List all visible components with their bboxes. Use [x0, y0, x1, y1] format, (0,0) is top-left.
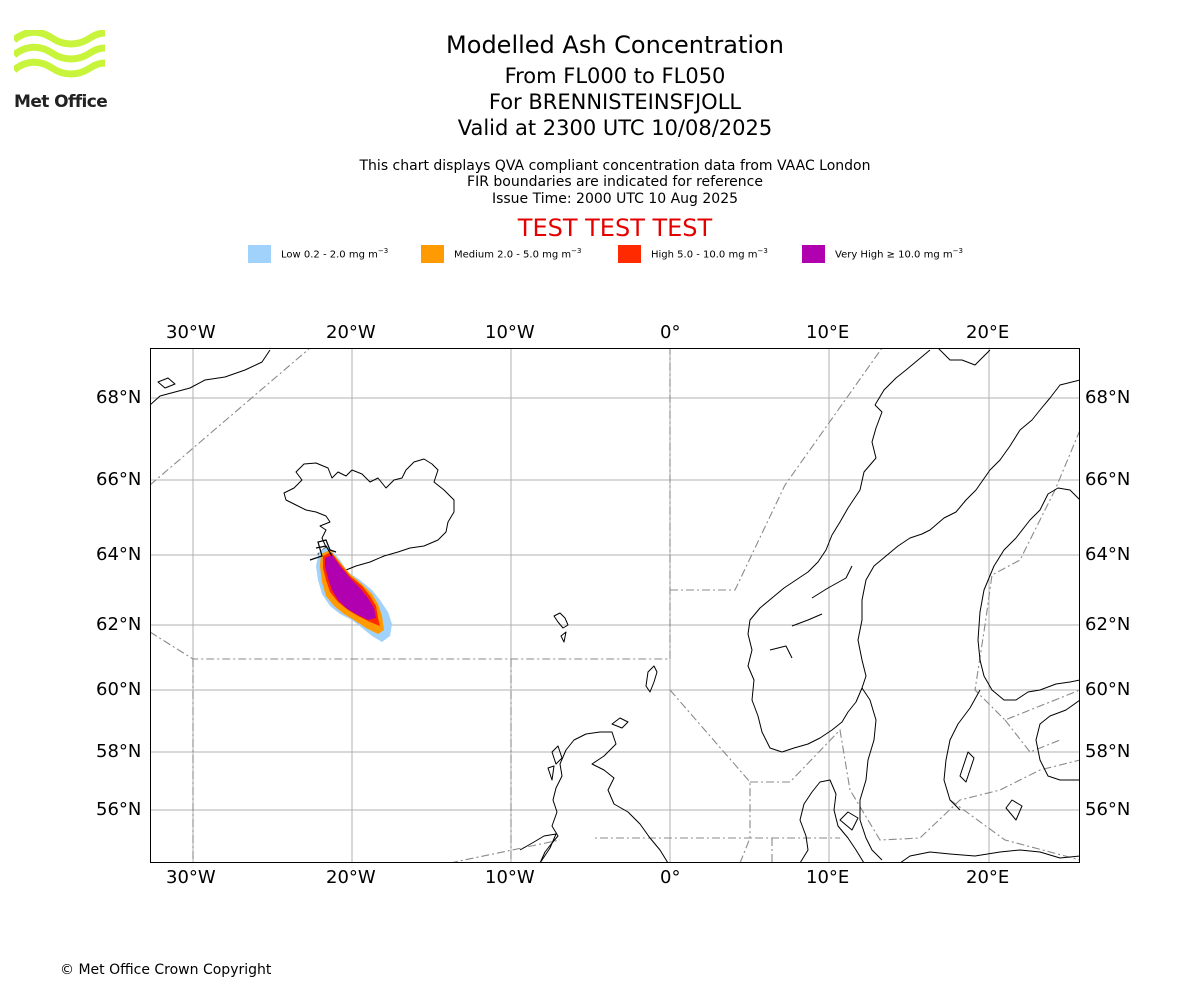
lat-label: 56°N [1085, 799, 1131, 820]
lat-label: 58°N [1085, 741, 1131, 762]
graticule [150, 348, 1080, 863]
legend-label: High 5.0 - 10.0 mg m−3 [651, 247, 768, 261]
coastlines [150, 348, 1080, 863]
lat-label: 68°N [1085, 387, 1131, 408]
lon-label: 30°W [166, 322, 216, 343]
legend-swatch [802, 245, 825, 263]
lat-label: 68°N [96, 387, 142, 408]
lat-label: 62°N [1085, 614, 1131, 635]
lat-label: 64°N [96, 544, 142, 565]
legend-item-very-high: Very High ≥ 10.0 mg m−3 [802, 244, 963, 264]
lat-label: 58°N [96, 741, 142, 762]
lon-label: 0° [660, 322, 681, 343]
lat-label: 66°N [96, 469, 142, 490]
lat-label: 60°N [1085, 679, 1131, 700]
lon-label: 20°W [326, 867, 376, 888]
ash-map [150, 348, 1080, 863]
fir-boundaries [150, 348, 1080, 863]
lon-label: 20°E [966, 867, 1010, 888]
lat-label: 66°N [1085, 469, 1131, 490]
lat-label: 62°N [96, 614, 142, 635]
description-line: This chart displays QVA compliant concen… [359, 158, 871, 174]
test-banner: TEST TEST TEST [517, 214, 713, 242]
lon-label: 20°W [326, 322, 376, 343]
legend-swatch [618, 245, 641, 263]
volcano-name: For BRENNISTEINSFJOLL [488, 90, 742, 114]
legend-swatch [248, 245, 271, 263]
legend-label: Low 0.2 - 2.0 mg m−3 [281, 247, 389, 261]
lon-label: 10°W [485, 867, 535, 888]
description-line: FIR boundaries are indicated for referen… [467, 174, 763, 190]
lat-label: 56°N [96, 799, 142, 820]
lon-label: 0° [660, 867, 681, 888]
level-range: From FL000 to FL050 [504, 64, 726, 88]
lat-label: 64°N [1085, 544, 1131, 565]
lon-label: 30°W [166, 867, 216, 888]
legend-swatch [421, 245, 444, 263]
legend-item-medium: Medium 2.0 - 5.0 mg m−3 [421, 244, 581, 264]
met-office-logo [14, 30, 106, 78]
legend-item-high: High 5.0 - 10.0 mg m−3 [618, 244, 768, 264]
legend-item-low: Low 0.2 - 2.0 mg m−3 [248, 244, 388, 264]
issue-time: Issue Time: 2000 UTC 10 Aug 2025 [491, 191, 739, 207]
map-frame [150, 348, 1080, 863]
chart-title: Modelled Ash Concentration [446, 31, 784, 59]
lon-label: 10°E [806, 322, 850, 343]
lon-label: 20°E [966, 322, 1010, 343]
valid-time: Valid at 2300 UTC 10/08/2025 [457, 116, 773, 140]
legend-label: Very High ≥ 10.0 mg m−3 [835, 247, 963, 261]
lat-label: 60°N [96, 679, 142, 700]
volcano-marker-icon [309, 539, 337, 561]
lon-label: 10°W [485, 322, 535, 343]
copyright: © Met Office Crown Copyright [60, 962, 272, 978]
ash-very-high [325, 555, 376, 620]
logo-text: Met Office [14, 92, 108, 112]
lon-label: 10°E [806, 867, 850, 888]
legend-label: Medium 2.0 - 5.0 mg m−3 [454, 247, 582, 261]
ash-plume [316, 546, 392, 642]
